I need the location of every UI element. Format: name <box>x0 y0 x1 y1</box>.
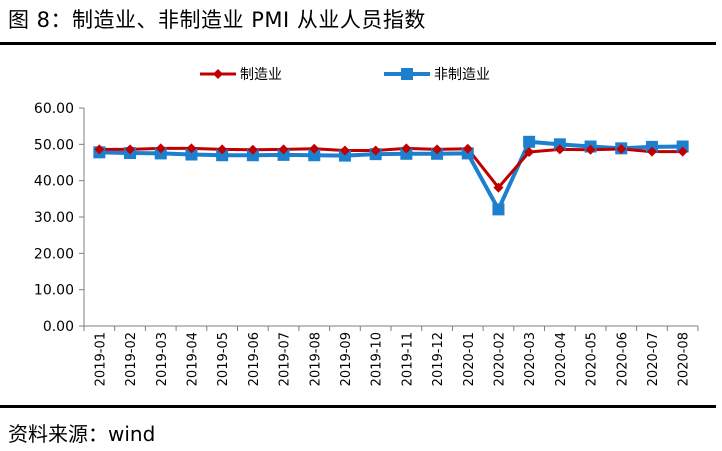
point-manufacturing <box>524 146 535 157</box>
point-manufacturing <box>247 144 258 155</box>
point-non-manufacturing <box>400 147 413 160</box>
point-non-manufacturing <box>308 149 321 162</box>
point-manufacturing <box>370 145 381 156</box>
x-tick-label: 2020-05 <box>585 332 600 386</box>
x-tick-label: 2019-07 <box>278 332 293 386</box>
point-manufacturing <box>186 143 197 154</box>
point-manufacturing <box>462 143 473 154</box>
point-non-manufacturing <box>185 148 198 161</box>
y-tick-label: 20.00 <box>34 246 74 262</box>
legend-marker-non-manufacturing <box>401 68 413 80</box>
point-manufacturing <box>155 143 166 154</box>
x-axis: 2019-01 2019-02 2019-03 2019-04 2019-05 2019-… <box>83 325 699 386</box>
source-rule <box>0 405 716 408</box>
y-tick-label: 40.00 <box>34 174 74 190</box>
y-tick-label: 50.00 <box>34 137 74 153</box>
point-manufacturing <box>278 144 289 155</box>
point-manufacturing <box>125 144 136 155</box>
point-non-manufacturing <box>553 138 566 151</box>
x-tick-label: 2019-10 <box>370 332 385 386</box>
y-tick-label: 0.00 <box>43 319 74 335</box>
point-manufacturing <box>554 144 565 155</box>
point-non-manufacturing <box>523 135 536 148</box>
point-manufacturing <box>94 144 105 155</box>
point-manufacturing <box>339 145 350 156</box>
x-tick-label: 2019-03 <box>155 332 170 386</box>
point-manufacturing <box>585 144 596 155</box>
legend: 制造业 非制造业 <box>200 67 490 83</box>
point-manufacturing <box>401 143 412 154</box>
x-tick-label: 2019-06 <box>247 332 262 386</box>
point-non-manufacturing <box>338 149 351 162</box>
x-tick-label: 2019-09 <box>339 332 354 386</box>
point-non-manufacturing <box>154 147 167 160</box>
point-non-manufacturing <box>676 140 689 153</box>
title-rule <box>0 42 716 45</box>
point-manufacturing <box>616 144 627 155</box>
x-tick-label: 2019-04 <box>185 332 200 386</box>
point-manufacturing <box>646 146 657 157</box>
x-tick-label: 2020-04 <box>554 332 569 386</box>
x-tick-label: 2019-08 <box>308 332 323 386</box>
point-non-manufacturing <box>216 149 229 162</box>
figure-title: 图 8：制造业、非制造业 PMI 从业人员指数 <box>8 8 426 32</box>
x-tick-label: 2019-02 <box>124 332 139 386</box>
series-layer <box>93 135 689 216</box>
point-manufacturing <box>432 144 443 155</box>
pmi-employment-chart: 制造业 非制造业 0.00 10.00 20.00 30.00 40.00 50.00 60.… <box>34 67 699 386</box>
point-manufacturing <box>309 143 320 154</box>
x-tick-label: 2020-06 <box>615 332 630 386</box>
x-tick-label: 2020-01 <box>462 332 477 386</box>
legend-label-non-manufacturing: 非制造业 <box>434 67 490 83</box>
point-manufacturing <box>493 182 504 193</box>
point-manufacturing <box>217 144 228 155</box>
y-tick-label: 60.00 <box>34 101 74 117</box>
point-non-manufacturing <box>492 203 505 216</box>
source-note: 资料来源：wind <box>8 422 156 446</box>
y-tick-label: 10.00 <box>34 283 74 299</box>
x-tick-label: 2019-12 <box>431 332 446 386</box>
legend-label-manufacturing: 制造业 <box>240 67 282 83</box>
y-axis: 0.00 10.00 20.00 30.00 40.00 50.00 60.00 <box>34 101 85 335</box>
x-tick-label: 2020-02 <box>492 332 507 386</box>
point-non-manufacturing <box>246 149 259 162</box>
x-tick-label: 2019-01 <box>93 332 108 386</box>
x-tick-label: 2019-11 <box>400 332 415 386</box>
point-non-manufacturing <box>277 148 290 161</box>
point-manufacturing <box>677 146 688 157</box>
y-tick-label: 30.00 <box>34 210 74 226</box>
legend-marker-manufacturing <box>213 69 223 79</box>
x-tick-label: 2020-07 <box>646 332 661 386</box>
x-tick-label: 2020-03 <box>523 332 538 386</box>
x-tick-label: 2020-08 <box>677 332 692 386</box>
x-tick-label: 2019-05 <box>216 332 231 386</box>
